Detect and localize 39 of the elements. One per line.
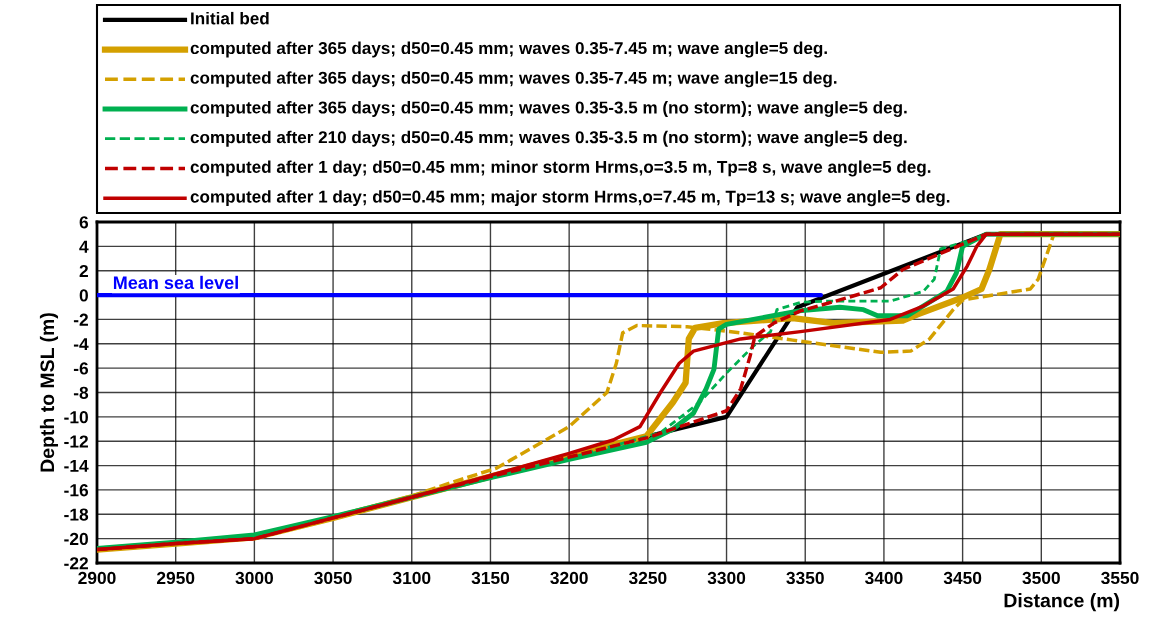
x-tick-label: 3500 <box>1022 571 1060 585</box>
y-tick-label: -16 <box>64 484 89 497</box>
x-tick-label: 3450 <box>943 571 982 585</box>
legend-label: computed after 365 days; d50=0.45 mm; waves 0.35-3.5 m (no storm); wave angle=5 deg. <box>190 101 907 117</box>
y-tick-label: -22 <box>64 557 88 570</box>
legend-label: computed after 1 day; d50=0.45 mm; minor storm Hrms,o=3.5 m, Tp=8 s, wave angle=5 deg. <box>190 160 931 177</box>
y-tick-label: 4 <box>79 240 89 253</box>
y-tick-label: -4 <box>73 338 89 351</box>
y-tick-label: -18 <box>64 508 89 521</box>
y-tick-label: -14 <box>64 459 89 472</box>
x-tick-label: 3050 <box>314 571 352 585</box>
x-tick-label: 3350 <box>786 571 824 585</box>
x-tick-label: 3250 <box>628 571 667 585</box>
x-tick-label: 3200 <box>550 571 588 585</box>
x-tick-label: 3150 <box>471 571 510 585</box>
x-tick-label: 3400 <box>865 571 903 585</box>
y-tick-label: 6 <box>79 216 89 229</box>
y-tick-label: 0 <box>79 289 88 302</box>
x-tick-label: 3550 <box>1101 571 1139 585</box>
legend-label: Initial bed <box>191 11 269 25</box>
legend-label: computed after 1 day; d50=0.45 mm; major storm Hrms,o=7.45 m, Tp=13 s; wave angle=5 deg. <box>190 190 950 207</box>
y-tick-label: -20 <box>64 532 88 546</box>
y-tick-label: -10 <box>64 411 88 424</box>
x-tick-label: 3100 <box>392 571 431 585</box>
y-tick-label: 2 <box>79 264 88 278</box>
x-tick-label: 2900 <box>78 571 116 585</box>
y-tick-label: -12 <box>64 435 88 448</box>
y-axis-title: Depth to MSL (m) <box>39 313 59 472</box>
legend-label: computed after 365 days; d50=0.45 mm; waves 0.35-7.45 m; wave angle=15 deg. <box>190 71 837 88</box>
legend-label: computed after 365 days; d50=0.45 mm; waves 0.35-7.45 m; wave angle=5 deg. <box>190 41 827 58</box>
y-tick-label: -8 <box>73 386 89 399</box>
x-tick-label: 2950 <box>156 571 195 585</box>
x-tick-label: 3000 <box>235 571 273 585</box>
y-tick-label: -2 <box>73 313 88 326</box>
y-tick-label: -6 <box>73 362 89 375</box>
x-axis-title: Distance (m) <box>1004 593 1120 612</box>
annotation: Mean sea level <box>113 275 238 290</box>
x-tick-label: 3300 <box>707 571 746 585</box>
legend-label: computed after 210 days; d50=0.45 mm; waves 0.35-3.5 m (no storm); wave angle=5 deg. <box>190 130 907 147</box>
